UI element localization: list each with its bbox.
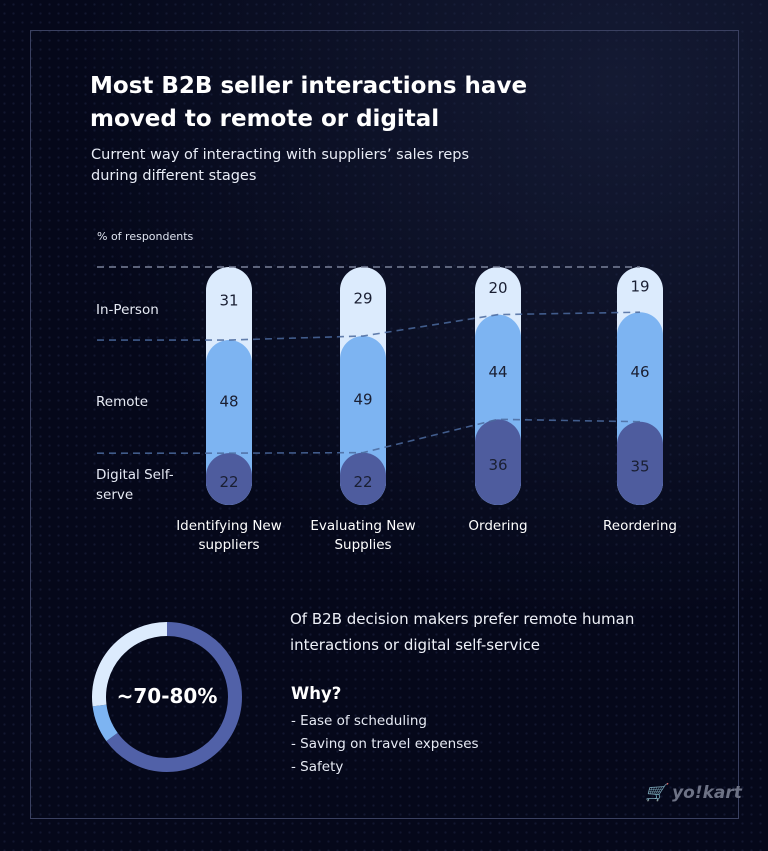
data-label: 22 xyxy=(219,473,238,491)
page-title: Most B2B seller interactions have moved … xyxy=(90,73,528,132)
data-label: 49 xyxy=(353,390,372,408)
reason-item: - Ease of scheduling xyxy=(291,713,427,729)
data-label: 19 xyxy=(630,278,649,296)
data-label: 46 xyxy=(630,363,649,381)
y-axis-label: % of respondents xyxy=(97,230,194,243)
category-label: Identifying New suppliers xyxy=(176,518,282,553)
data-label: 44 xyxy=(488,363,507,381)
subtitle: Current way of interacting with supplier… xyxy=(91,147,470,184)
data-label: 29 xyxy=(353,290,372,308)
data-label: 20 xyxy=(488,279,507,297)
why-heading: Why? xyxy=(291,684,342,703)
data-label: 35 xyxy=(630,457,649,475)
data-label: 22 xyxy=(353,473,372,491)
donut-segment xyxy=(92,704,118,742)
brand-logo: 🛒 yo!kart xyxy=(645,783,742,803)
data-label: 36 xyxy=(488,456,507,474)
reason-item: - Saving on travel expenses xyxy=(291,736,479,752)
donut-center-label: ~70-80% xyxy=(116,684,218,708)
boundary-dashed-line xyxy=(97,311,641,341)
category-label: Ordering xyxy=(468,518,528,534)
bar-segment-digital-self-serve xyxy=(340,452,386,505)
bar-segment-digital-self-serve xyxy=(617,421,663,505)
bar-segment-digital-self-serve xyxy=(206,453,252,505)
series-label-digital: Digital Self- serve xyxy=(96,467,174,503)
category-label: Reordering xyxy=(603,518,677,534)
donut-segment xyxy=(106,622,242,772)
boundary-dashed-line xyxy=(97,418,641,454)
data-label: 48 xyxy=(219,393,238,411)
summary-line-1: Of B2B decision makers prefer remote hum… xyxy=(290,610,635,628)
series-label-in-person: In-Person xyxy=(96,302,159,318)
frame xyxy=(30,30,739,819)
reason-item: - Safety xyxy=(291,759,344,775)
summary-line-2: interactions or digital self-service xyxy=(290,636,541,654)
series-label-remote: Remote xyxy=(96,394,149,410)
donut-segment xyxy=(92,622,168,707)
bar-segment-digital-self-serve xyxy=(475,419,521,505)
category-label: Evaluating New Supplies xyxy=(310,518,416,553)
data-label: 31 xyxy=(219,292,238,310)
